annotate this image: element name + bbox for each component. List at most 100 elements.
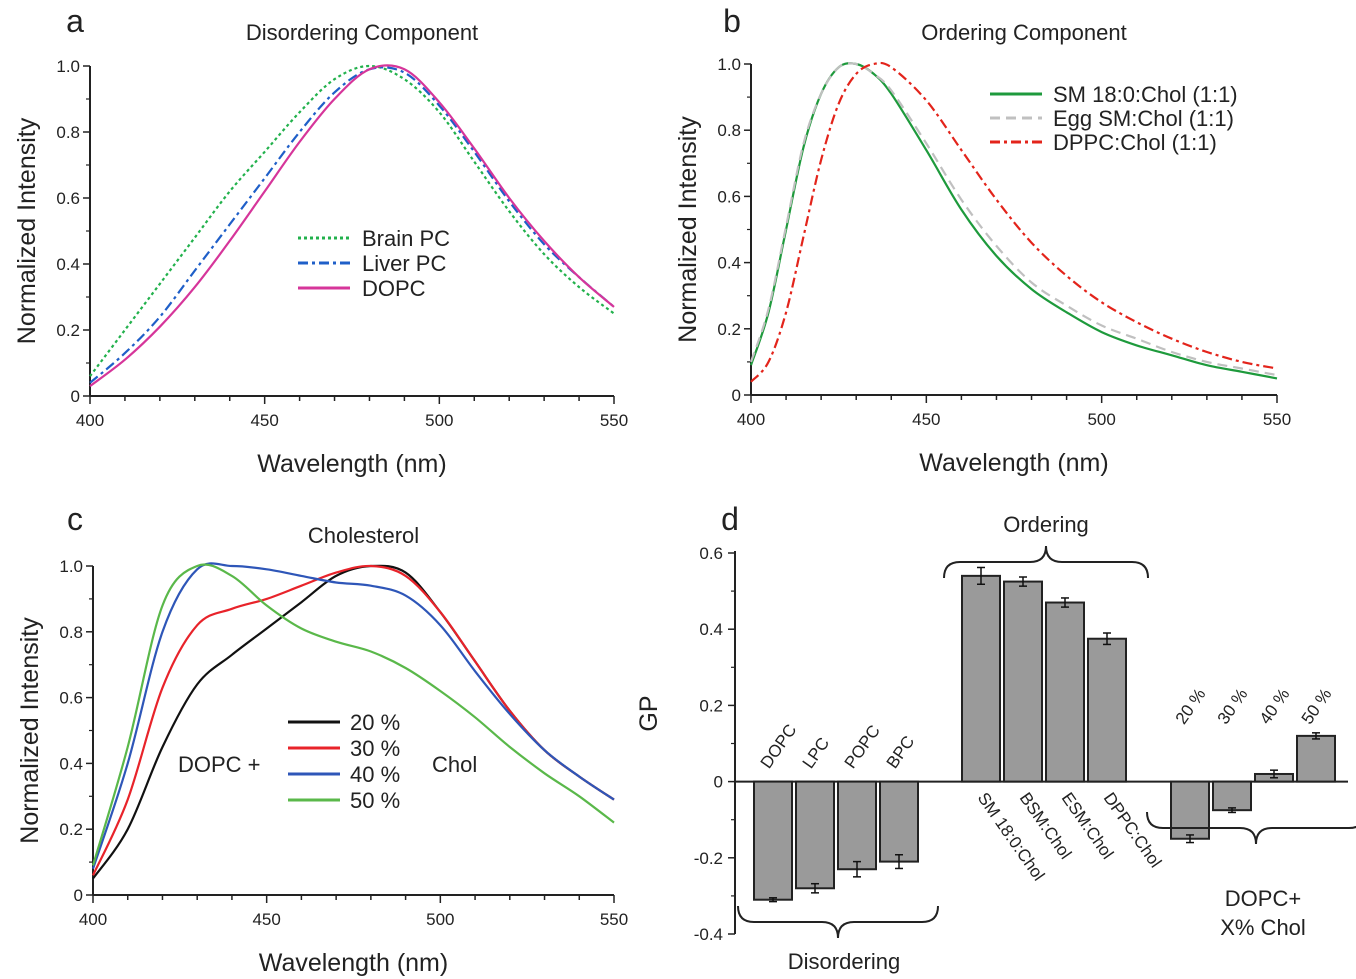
legend-label: 40 % [350, 762, 400, 787]
bar-group-2: 20 % 30 % 40 % 50 % DOPC+ X% Chol [1146, 685, 1356, 940]
series-line-1 [89, 66, 615, 384]
group-label: Disordering [788, 949, 901, 974]
y-axis-label: Normalized Intensity [13, 117, 41, 344]
bar [879, 780, 919, 863]
y-tick-label: 0.4 [699, 620, 723, 639]
y-tick-label: -0.2 [694, 849, 723, 868]
y-tick-label: 1.0 [717, 55, 741, 74]
x-tick-label: 550 [1263, 410, 1291, 429]
panel-a: 400 450 500 550 0 0.2 0.4 0.6 0.8 1.0 Disordering … [13, 20, 628, 478]
y-tick-label: 1.0 [59, 557, 83, 576]
x-tick-label: 550 [600, 411, 628, 430]
panel-letter-d: d [721, 501, 739, 537]
y-tick-label: 1.0 [56, 57, 80, 76]
group-brace [943, 545, 1149, 579]
category-label: 50 % [1298, 685, 1336, 728]
y-tick-label: 0.6 [699, 544, 723, 563]
category-label: LPC [799, 734, 834, 772]
category-label: DOPC [757, 721, 801, 772]
group-label: Ordering [1003, 512, 1089, 537]
y-tick-label: 0 [71, 387, 80, 406]
y-tick-label: 0 [714, 773, 723, 792]
category-label: 40 % [1256, 685, 1294, 728]
legend-label: 30 % [350, 736, 400, 761]
series-line-1 [749, 62, 1278, 377]
chart-title: Ordering Component [921, 20, 1126, 45]
y-tick-label: 0.2 [717, 320, 741, 339]
y-tick-label: 0.6 [56, 189, 80, 208]
bar [837, 780, 877, 871]
bar [1087, 637, 1127, 783]
x-tick-label: 550 [600, 910, 628, 929]
bar [1170, 780, 1210, 840]
legend-prefix: DOPC + [178, 752, 261, 777]
bar [961, 574, 1001, 783]
legend: 20 %30 %40 %50 % DOPC + Chol [178, 710, 477, 813]
group-brace [737, 905, 939, 939]
x-tick-label: 450 [912, 410, 940, 429]
x-tick-label: 400 [737, 410, 765, 429]
x-tick-label: 450 [252, 910, 280, 929]
x-tick-label: 400 [76, 411, 104, 430]
x-tick-label: 500 [425, 411, 453, 430]
legend-label: Liver PC [362, 251, 446, 276]
legend-label: DPPC:Chol (1:1) [1053, 130, 1217, 155]
x-tick-label: 500 [1087, 410, 1115, 429]
legend-label: 50 % [350, 788, 400, 813]
y-tick-label: 0 [732, 386, 741, 405]
y-axis-label: Normalized Intensity [16, 617, 44, 844]
group-label: X% Chol [1220, 915, 1306, 940]
x-axis-label: Wavelength (nm) [919, 449, 1108, 477]
bar [1045, 601, 1085, 783]
x-axis-label: Wavelength (nm) [259, 949, 448, 977]
series-line-0 [749, 62, 1278, 380]
chart-title: Cholesterol [308, 523, 419, 548]
series-line-2 [750, 61, 1278, 383]
x-tick-label: 400 [79, 910, 107, 929]
series-line-3 [91, 563, 615, 866]
bar [1003, 580, 1043, 783]
legend-label: Brain PC [362, 226, 450, 251]
x-tick-label: 450 [250, 411, 278, 430]
legend-label: SM 18:0:Chol (1:1) [1053, 82, 1238, 107]
category-label: 20 % [1172, 685, 1210, 728]
y-axis-label: GP [635, 695, 663, 731]
y-tick-label: 0.2 [59, 820, 83, 839]
category-label: DPPC:Chol [1100, 789, 1165, 871]
y-tick-label: 0.8 [59, 623, 83, 642]
x-tick-label: 500 [426, 910, 454, 929]
series-line-2 [91, 562, 615, 870]
group-label: DOPC+ [1225, 886, 1301, 911]
y-tick-label: 0.4 [59, 754, 83, 773]
bar [795, 780, 835, 890]
category-label: BPC [883, 732, 919, 772]
y-tick-label: -0.4 [694, 925, 723, 944]
panel-letter-c: c [67, 501, 83, 537]
y-tick-label: 0 [74, 886, 83, 905]
panel-letter-a: a [66, 3, 84, 39]
legend: SM 18:0:Chol (1:1)Egg SM:Chol (1:1)DPPC:… [990, 82, 1238, 155]
y-tick-label: 0.6 [717, 187, 741, 206]
legend-label: 20 % [350, 710, 400, 735]
bar [1296, 734, 1336, 783]
x-axis-label: Wavelength (nm) [257, 450, 446, 478]
legend-label: Egg SM:Chol (1:1) [1053, 106, 1234, 131]
y-tick-label: 0.4 [717, 254, 741, 273]
chart-title: Disordering Component [246, 20, 478, 45]
series-line-0 [89, 64, 615, 377]
series-line-2 [89, 64, 615, 387]
legend-label: DOPC [362, 276, 426, 301]
y-tick-label: 0.4 [56, 255, 80, 274]
category-label: 30 % [1214, 685, 1252, 728]
group-brace [1146, 811, 1356, 845]
y-tick-label: 0.8 [717, 121, 741, 140]
y-tick-label: 0.2 [699, 696, 723, 715]
y-tick-label: 0.8 [56, 123, 80, 142]
panel-letter-b: b [723, 3, 741, 39]
bar [1212, 780, 1252, 812]
panel-c: 400 450 500 550 0 0.2 0.4 0.6 0.8 1.0 Cholesterol W… [16, 523, 628, 977]
